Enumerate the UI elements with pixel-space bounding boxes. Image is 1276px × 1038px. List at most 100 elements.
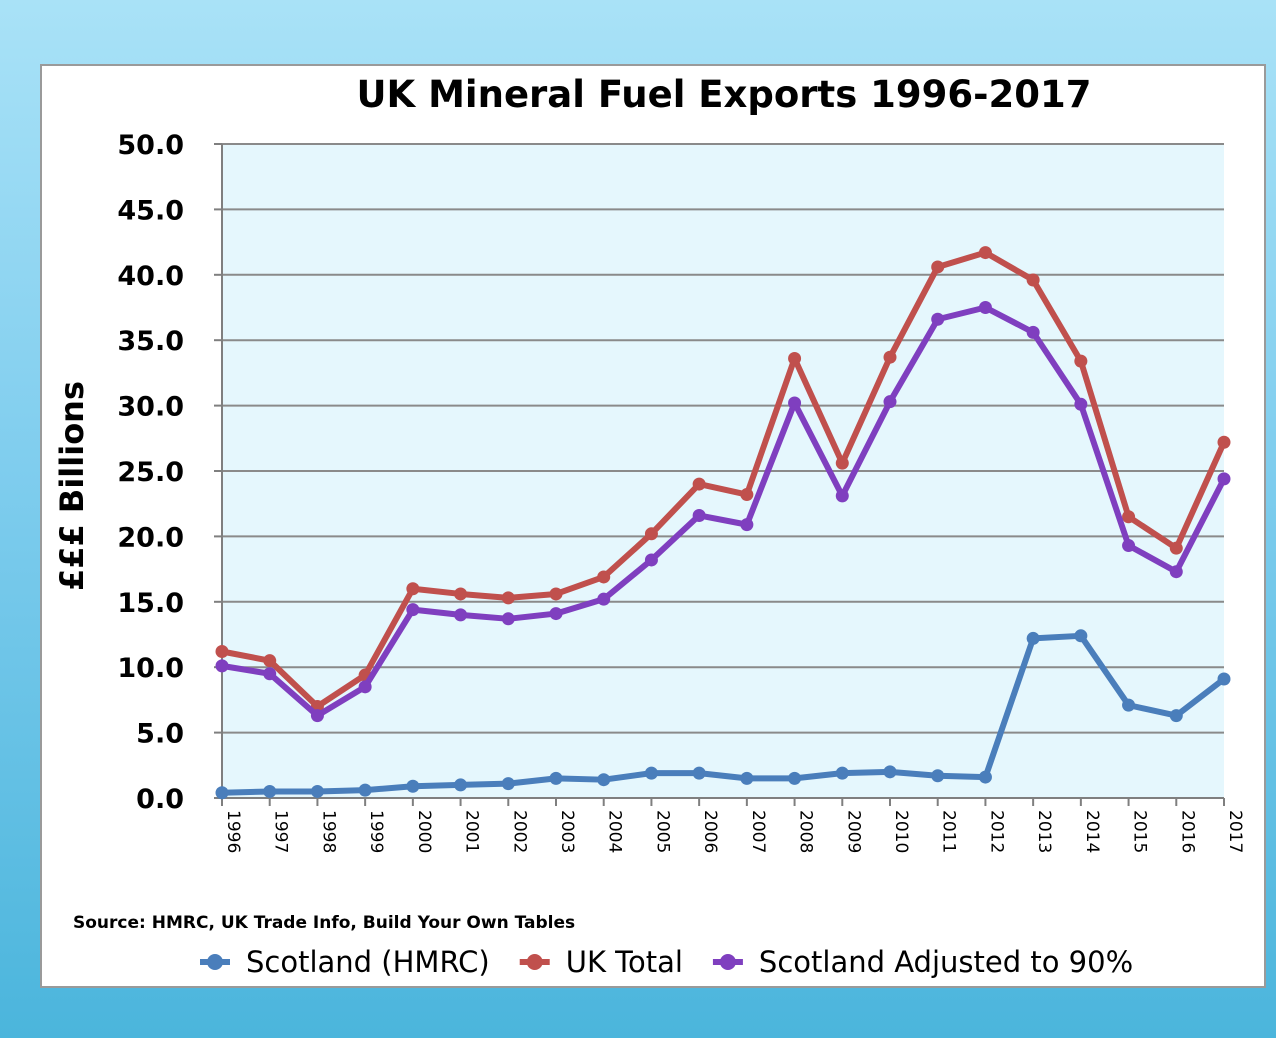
y-tick-label: 40.0 — [117, 261, 184, 292]
data-point — [931, 769, 945, 783]
data-point — [1026, 631, 1040, 645]
data-point — [788, 396, 802, 410]
data-point — [215, 786, 229, 800]
data-point — [549, 771, 563, 785]
series-line — [219, 632, 1227, 796]
data-point — [501, 591, 515, 605]
source-note: Source: HMRC, UK Trade Info, Build Your … — [73, 913, 575, 933]
x-axis-ticks: 1996 1997 1998 1999 2000 2001 2002 2003 2004 2005… — [221, 798, 1245, 853]
data-point — [1074, 397, 1088, 411]
y-tick-label: 30.0 — [117, 392, 184, 423]
y-tick-label: 0.0 — [136, 784, 184, 815]
data-point — [358, 783, 372, 797]
data-point — [883, 765, 897, 779]
x-tick-label: 2000 — [414, 810, 434, 853]
data-point — [406, 603, 420, 617]
data-point — [406, 582, 420, 596]
series-1 — [215, 629, 1231, 800]
data-point — [454, 778, 468, 792]
x-tick-label: 2005 — [652, 810, 672, 853]
y-tick-label: 20.0 — [117, 522, 184, 553]
data-point — [597, 773, 611, 787]
x-tick-label: 1996 — [223, 810, 243, 853]
data-point — [692, 477, 706, 491]
data-point — [501, 777, 515, 791]
data-point — [1217, 472, 1231, 486]
x-tick-label: 2011 — [939, 810, 959, 853]
chart-title: UK Mineral Fuel Exports 1996-2017 — [357, 73, 1092, 116]
series-line — [219, 304, 1227, 719]
x-tick-label: 2015 — [1130, 810, 1150, 853]
legend-item-3: Scotland Adjusted to 90% — [712, 945, 1133, 979]
data-point — [931, 312, 945, 326]
series-3 — [215, 301, 1231, 723]
data-point — [835, 489, 849, 503]
data-point — [263, 667, 277, 681]
legend-marker — [719, 954, 736, 970]
x-tick-label: 1998 — [318, 810, 338, 853]
data-point — [1122, 539, 1136, 553]
x-tick-label: 2010 — [891, 810, 911, 853]
x-tick-label: 2009 — [843, 810, 863, 853]
y-tick-label: 10.0 — [117, 653, 184, 684]
data-point — [597, 570, 611, 584]
legend-label: Scotland (HMRC) — [246, 945, 490, 979]
x-tick-label: 2006 — [700, 810, 720, 853]
y-axis-label: £££ Billions — [53, 381, 91, 591]
chart-frame: UK Mineral Fuel Exports 1996-2017 0.0 5.0… — [40, 64, 1266, 988]
data-point — [1169, 565, 1183, 579]
data-point — [1169, 709, 1183, 723]
data-point — [310, 784, 324, 798]
data-point — [692, 508, 706, 522]
data-point — [406, 779, 420, 793]
legend-label: UK Total — [566, 945, 683, 979]
x-tick-label: 2013 — [1034, 810, 1054, 853]
legend: Scotland (HMRC) UK Total Scotland Adjusted… — [200, 945, 1133, 979]
y-tick-label: 35.0 — [117, 326, 184, 357]
data-point — [978, 770, 992, 784]
data-point — [978, 246, 992, 260]
data-point — [263, 784, 277, 798]
data-point — [549, 587, 563, 601]
data-point — [931, 260, 945, 274]
data-point — [1026, 325, 1040, 339]
data-point — [740, 518, 754, 532]
x-tick-label: 1997 — [271, 810, 291, 853]
data-point — [1122, 510, 1136, 524]
data-point — [788, 771, 802, 785]
legend-item-1: Scotland (HMRC) — [200, 945, 490, 979]
data-point — [740, 771, 754, 785]
data-point — [597, 592, 611, 606]
series-layer — [215, 246, 1231, 800]
data-point — [883, 395, 897, 409]
data-point — [215, 645, 229, 659]
data-point — [788, 352, 802, 366]
data-point — [501, 612, 515, 626]
series-line — [219, 249, 1227, 710]
y-tick-label: 50.0 — [117, 130, 184, 161]
data-point — [1217, 435, 1231, 449]
data-point — [740, 488, 754, 502]
y-tick-label: 45.0 — [117, 195, 184, 226]
x-tick-label: 2017 — [1225, 810, 1245, 853]
data-point — [978, 301, 992, 314]
y-tick-label: 25.0 — [117, 457, 184, 488]
x-tick-label: 2001 — [462, 810, 482, 853]
x-tick-label: 2007 — [748, 810, 768, 853]
data-point — [215, 659, 229, 673]
gridlines — [222, 143, 1224, 734]
data-point — [1074, 629, 1088, 643]
data-point — [883, 350, 897, 364]
x-tick-label: 2008 — [796, 810, 816, 853]
data-point — [644, 766, 658, 780]
line-chart: UK Mineral Fuel Exports 1996-2017 0.0 5.0… — [53, 73, 1245, 979]
x-tick-label: 1999 — [366, 810, 386, 853]
series-2 — [215, 246, 1231, 713]
x-tick-label: 2004 — [605, 810, 625, 853]
data-point — [835, 766, 849, 780]
x-tick-label: 2014 — [1082, 810, 1102, 853]
legend-marker — [526, 954, 543, 970]
data-point — [1217, 672, 1231, 686]
y-axis-ticks: 0.0 5.0 10.0 15.0 20.0 25.0 30.0 35.0 40.0 45.0 50… — [117, 130, 222, 815]
legend-marker — [207, 954, 223, 970]
